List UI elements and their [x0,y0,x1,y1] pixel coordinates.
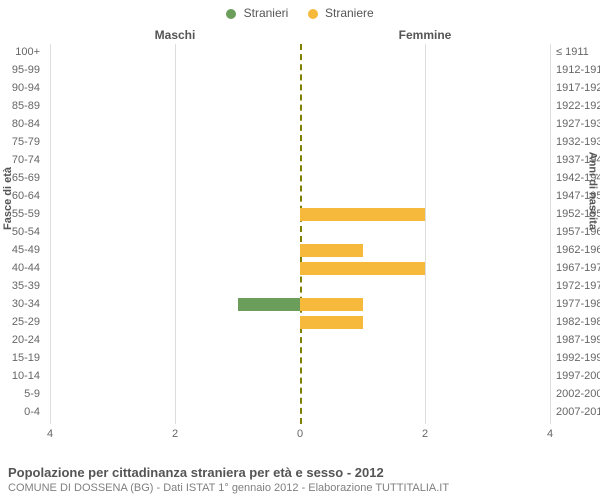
age-row: 20-241987-1991 [50,332,550,350]
age-label: 95-99 [0,64,40,76]
bar-female [300,208,425,221]
plot-area: 42024100+≤ 191195-991912-191690-941917-1… [50,44,550,424]
age-row: 85-891922-1926 [50,98,550,116]
legend-item-male: Stranieri [226,6,288,20]
birth-year-label: 1982-1986 [556,316,600,328]
age-label: 50-54 [0,226,40,238]
age-row: 15-191992-1996 [50,350,550,368]
legend-label-female: Straniere [325,6,374,20]
age-label: 25-29 [0,316,40,328]
bar-female [300,316,363,329]
age-row: 90-941917-1921 [50,80,550,98]
age-label: 55-59 [0,208,40,220]
age-row: 25-291982-1986 [50,314,550,332]
birth-year-label: 1912-1916 [556,64,600,76]
x-tick-label: 4 [547,428,553,440]
age-label: 60-64 [0,190,40,202]
age-row: 45-491962-1966 [50,242,550,260]
legend-item-female: Straniere [308,6,374,20]
x-tick-label: 4 [47,428,53,440]
legend-swatch-male [226,9,236,19]
birth-year-label: 1992-1996 [556,352,600,364]
chart-subtitle: COMUNE DI DOSSENA (BG) - Dati ISTAT 1° g… [8,482,592,494]
age-row: 65-691942-1946 [50,170,550,188]
age-row: 70-741937-1941 [50,152,550,170]
column-title-female: Femmine [300,28,550,42]
birth-year-label: 1937-1941 [556,154,600,166]
age-label: 10-14 [0,370,40,382]
birth-year-label: 1932-1936 [556,136,600,148]
birth-year-label: 2007-2011 [556,406,600,418]
age-row: 50-541957-1961 [50,224,550,242]
age-label: 40-44 [0,262,40,274]
birth-year-label: 1952-1956 [556,208,600,220]
gridline [550,44,551,424]
age-row: 55-591952-1956 [50,206,550,224]
age-label: 75-79 [0,136,40,148]
age-label: 85-89 [0,100,40,112]
birth-year-label: 1987-1991 [556,334,600,346]
birth-year-label: 1962-1966 [556,244,600,256]
birth-year-label: 1922-1926 [556,100,600,112]
x-tick-label: 2 [172,428,178,440]
birth-year-label: 1957-1961 [556,226,600,238]
birth-year-label: 1927-1931 [556,118,600,130]
age-row: 80-841927-1931 [50,116,550,134]
chart-title: Popolazione per cittadinanza straniera p… [8,465,592,480]
age-label: 70-74 [0,154,40,166]
bar-female [300,244,363,257]
age-row: 0-42007-2011 [50,404,550,422]
bar-female [300,262,425,275]
age-row: 95-991912-1916 [50,62,550,80]
column-title-male: Maschi [50,28,300,42]
birth-year-label: 1972-1976 [556,280,600,292]
birth-year-label: 1942-1946 [556,172,600,184]
x-tick-label: 0 [297,428,303,440]
birth-year-label: 1917-1921 [556,82,600,94]
age-label: 30-34 [0,298,40,310]
legend-swatch-female [308,9,318,19]
age-label: 35-39 [0,280,40,292]
age-row: 35-391972-1976 [50,278,550,296]
age-label: 20-24 [0,334,40,346]
bar-male [238,298,301,311]
legend: Stranieri Straniere [0,6,600,20]
age-label: 90-94 [0,82,40,94]
population-pyramid-chart: Stranieri Straniere Maschi Femmine Fasce… [0,0,600,500]
age-label: 15-19 [0,352,40,364]
age-row: 40-441967-1971 [50,260,550,278]
birth-year-label: 1967-1971 [556,262,600,274]
age-label: 65-69 [0,172,40,184]
bar-female [300,298,363,311]
birth-year-label: 2002-2006 [556,388,600,400]
age-label: 80-84 [0,118,40,130]
age-label: 45-49 [0,244,40,256]
birth-year-label: 1947-1951 [556,190,600,202]
age-label: 5-9 [0,388,40,400]
age-row: 5-92002-2006 [50,386,550,404]
birth-year-label: ≤ 1911 [556,46,600,58]
legend-label-male: Stranieri [244,6,289,20]
birth-year-label: 1997-2001 [556,370,600,382]
age-row: 100+≤ 1911 [50,44,550,62]
age-row: 75-791932-1936 [50,134,550,152]
age-row: 10-141997-2001 [50,368,550,386]
age-label: 100+ [0,46,40,58]
chart-footer: Popolazione per cittadinanza straniera p… [8,465,592,494]
age-label: 0-4 [0,406,40,418]
age-row: 30-341977-1981 [50,296,550,314]
x-tick-label: 2 [422,428,428,440]
age-row: 60-641947-1951 [50,188,550,206]
birth-year-label: 1977-1981 [556,298,600,310]
